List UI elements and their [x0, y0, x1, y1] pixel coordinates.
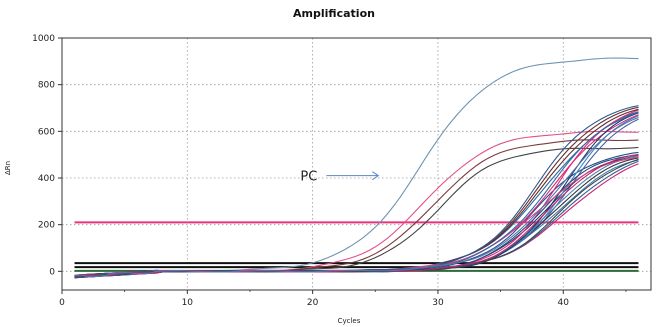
- y-tick-label: 800: [38, 81, 55, 91]
- x-axis-title: Cycles: [338, 317, 361, 325]
- plot-frame: [61, 37, 652, 291]
- y-axis-title: ΔRn: [4, 161, 12, 175]
- x-tick-label: 10: [182, 298, 194, 308]
- y-tick-label: 600: [38, 127, 55, 137]
- chart-title: Amplification: [293, 7, 375, 20]
- pc-annotation: PC: [300, 170, 380, 185]
- pc-annotation-arrowhead: [372, 171, 380, 181]
- y-tick-label: 1000: [32, 34, 55, 44]
- y-tick-label: 200: [38, 221, 55, 231]
- x-tick-label: 20: [307, 298, 319, 308]
- y-tick-label: 0: [49, 267, 55, 277]
- x-tick-label: 0: [59, 298, 65, 308]
- x-tick-label: 30: [432, 298, 444, 308]
- sample-curve: [74, 116, 639, 278]
- pc-annotation-label: PC: [300, 170, 317, 185]
- series-lines: [74, 57, 639, 279]
- x-tick-label: 40: [558, 298, 570, 308]
- y-tick-label: 400: [38, 174, 55, 184]
